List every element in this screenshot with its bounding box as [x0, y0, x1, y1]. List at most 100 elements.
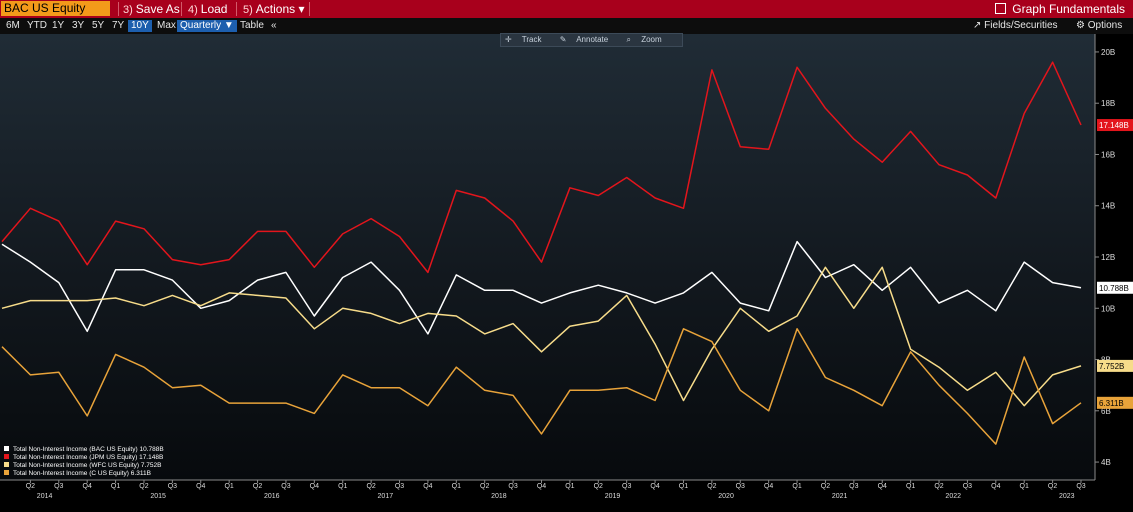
zoom-tool[interactable]: ⌕ Zoom [626, 35, 669, 44]
load-button[interactable]: 4) Load [188, 0, 227, 18]
x-year-label: 2018 [491, 493, 507, 500]
graph-fundamentals-title[interactable]: Graph Fundamentals [995, 0, 1125, 18]
legend-swatch [4, 470, 9, 475]
actions-button[interactable]: 5) Actions ▾ [243, 0, 305, 18]
range-7y-button[interactable]: 7Y [112, 20, 125, 31]
legend-swatch [4, 462, 9, 467]
chart-tools-bar: ✛ Track ✎ Annotate ⌕ Zoom [500, 33, 683, 47]
x-tick-label: Q3 [963, 483, 972, 490]
chart-legend: Total Non-Interest Income (BAC US Equity… [4, 446, 164, 478]
range-10y-button[interactable]: 10Y [128, 20, 152, 32]
x-tick-label: Q2 [707, 483, 716, 490]
x-year-label: 2015 [150, 493, 166, 500]
range-5y-button[interactable]: 5Y [92, 20, 105, 31]
x-tick-label: Q4 [878, 483, 887, 490]
legend-label: Total Non-Interest Income (WFC US Equity… [13, 462, 140, 469]
toolbar-divider [118, 2, 119, 16]
range-max-button[interactable]: Max [157, 20, 176, 31]
x-tick-label: Q3 [849, 483, 858, 490]
table-button[interactable]: Table [240, 20, 264, 31]
legend-value: 10.788B [139, 446, 164, 453]
options-label: Options [1087, 20, 1123, 31]
track-tool[interactable]: ✛ Track [505, 35, 549, 44]
period-select[interactable]: Quarterly ▼ [177, 20, 237, 32]
x-tick-label: Q3 [508, 483, 517, 490]
x-tick-label: Q3 [281, 483, 290, 490]
x-year-label: 2023 [1059, 493, 1075, 500]
y-tick-label: 16B [1101, 150, 1115, 159]
x-tick-label: Q1 [1020, 483, 1029, 490]
legend-item-c: Total Non-Interest Income (C US Equity) … [4, 470, 164, 478]
options-button[interactable]: ⚙ Options [1076, 20, 1122, 32]
last-value-tag-c [1097, 396, 1133, 409]
y-tick-label: 10B [1101, 304, 1115, 313]
load-number: 4) [188, 4, 198, 16]
y-tick-label: 6B [1101, 407, 1111, 416]
legend-item-bac: Total Non-Interest Income (BAC US Equity… [4, 446, 164, 454]
security-ticker[interactable]: BAC US Equity [1, 1, 110, 16]
pencil-icon: ✎ [559, 35, 567, 44]
fields-securities-button[interactable]: ↗ Fields/Securities [973, 20, 1058, 32]
range-3y-button[interactable]: 3Y [72, 20, 85, 31]
range-6m-button[interactable]: 6M [6, 20, 20, 31]
x-tick-label: Q2 [821, 483, 830, 490]
legend-label: Total Non-Interest Income (JPM US Equity… [13, 454, 138, 461]
series-line-c [1, 328, 1082, 445]
x-year-label: 2017 [378, 493, 394, 500]
series-line-bac [1, 240, 1082, 335]
last-value-tag-jpm [1097, 119, 1133, 132]
x-tick-label: Q2 [366, 483, 375, 490]
x-tick-label: Q1 [224, 483, 233, 490]
legend-item-jpm: Total Non-Interest Income (JPM US Equity… [4, 454, 164, 462]
external-link-icon [995, 3, 1007, 14]
y-tick-label: 18B [1101, 99, 1115, 108]
range-bar: 6M YTD 1Y 3Y 5Y 7Y 10Y Max Quarterly ▼ T… [0, 18, 1133, 34]
x-tick-label: Q3 [168, 483, 177, 490]
x-year-label: 2016 [264, 493, 280, 500]
legend-value: 7.752B [140, 462, 162, 469]
legend-label: Total Non-Interest Income (C US Equity) [13, 470, 129, 477]
x-tick-label: Q1 [452, 483, 461, 490]
actions-number: 5) [243, 4, 253, 16]
y-tick-label: 4B [1101, 458, 1111, 467]
last-value-label-wfc: 7.752B [1099, 362, 1124, 371]
x-tick-label: Q3 [395, 483, 404, 490]
x-tick-label: Q1 [906, 483, 915, 490]
x-year-label: 2021 [832, 493, 848, 500]
toolbar-divider [181, 2, 182, 16]
gear-icon: ⚙ [1076, 20, 1085, 31]
save-as-label: Save As [135, 2, 180, 16]
load-label: Load [200, 2, 228, 16]
toolbar-divider [309, 2, 310, 16]
series-line-jpm [1, 61, 1082, 274]
x-tick-label: Q2 [139, 483, 148, 490]
collapse-button[interactable]: « [271, 20, 277, 31]
save-as-number: 3) [123, 4, 133, 16]
annotate-tool[interactable]: ✎ Annotate [560, 35, 617, 44]
series-line-wfc [1, 266, 1082, 407]
x-tick-label: Q3 [1076, 483, 1085, 490]
x-tick-label: Q2 [480, 483, 489, 490]
legend-label: Total Non-Interest Income (BAC US Equity… [13, 446, 138, 453]
x-tick-label: Q1 [338, 483, 347, 490]
range-1y-button[interactable]: 1Y [52, 20, 65, 31]
x-tick-label: Q3 [622, 483, 631, 490]
save-as-button[interactable]: 3) Save As [123, 0, 180, 18]
last-value-tag-wfc [1097, 359, 1133, 372]
top-toolbar: BAC US Equity 3) Save As 4) Load 5) Actions… [0, 0, 1133, 18]
chart-plot-area [0, 34, 1095, 480]
chart-edit-icon: ↗ [973, 20, 982, 31]
x-tick-label: Q2 [253, 483, 262, 490]
y-tick-label: 14B [1101, 202, 1115, 211]
x-year-label: 2020 [718, 493, 734, 500]
x-tick-label: Q2 [934, 483, 943, 490]
annotate-label: Annotate [576, 35, 609, 44]
x-tick-label: Q3 [736, 483, 745, 490]
y-tick-label: 20B [1101, 48, 1115, 57]
x-tick-label: Q4 [650, 483, 659, 490]
last-value-label-c: 6.311B [1099, 399, 1124, 408]
range-ytd-button[interactable]: YTD [27, 20, 47, 31]
last-value-label-jpm: 17.148B [1099, 121, 1129, 130]
x-tick-label: Q1 [565, 483, 574, 490]
